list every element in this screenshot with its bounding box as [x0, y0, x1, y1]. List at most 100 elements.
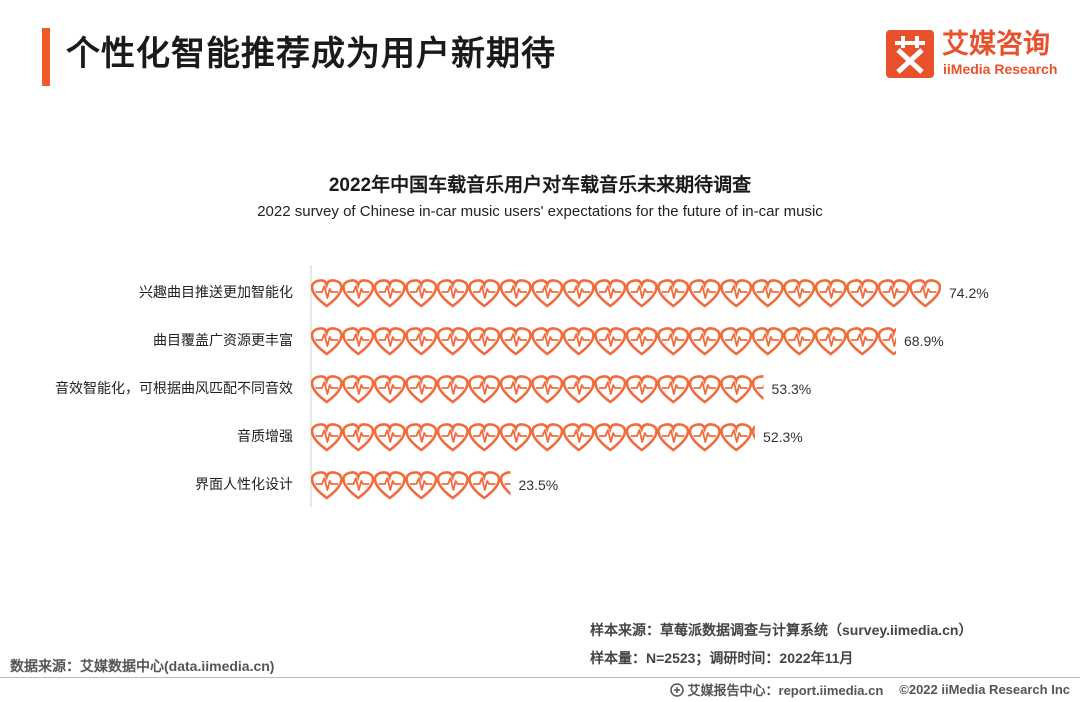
- pulse-line: [599, 429, 622, 443]
- category-label: 曲目覆盖广资源更丰富: [153, 332, 293, 348]
- pulse-line: [315, 429, 338, 443]
- heart-icon: [311, 279, 343, 308]
- pulse-line: [788, 333, 811, 347]
- heart-icon: [846, 279, 879, 308]
- sample-source: 样本来源：草莓派数据调查与计算系统（survey.iimedia.cn）: [590, 622, 973, 638]
- bar: [311, 471, 511, 500]
- heart-icon: [468, 375, 501, 404]
- heart-icon: [562, 423, 595, 452]
- heart-icon: [499, 279, 532, 308]
- pulse-line: [882, 285, 905, 299]
- heart-icon: [657, 279, 690, 308]
- pulse-line: [630, 381, 653, 395]
- heart-icon: [342, 375, 375, 404]
- pulse-line: [473, 285, 496, 299]
- pulse-line: [441, 333, 464, 347]
- heart-icon: [625, 423, 658, 452]
- title-accent-bar: [42, 28, 50, 86]
- heart-icon: [625, 327, 658, 356]
- heart-icon: [720, 375, 753, 404]
- pulse-line: [882, 333, 896, 347]
- heart-icon: [846, 327, 879, 356]
- value-label: 52.3%: [763, 429, 803, 445]
- brand-logo: 艾媒咨询 iiMedia Research: [886, 28, 1058, 82]
- heart-icon: [342, 327, 375, 356]
- heart-icon: [751, 327, 784, 356]
- heart-icon: [373, 279, 406, 308]
- heart-icon: [499, 471, 511, 496]
- pulse-line: [630, 429, 653, 443]
- pulse-line: [410, 381, 433, 395]
- heart-icon: [311, 327, 343, 356]
- pulse-line: [504, 381, 527, 395]
- pulse-line: [378, 429, 401, 443]
- heart-icon: [342, 279, 375, 308]
- heart-icon: [562, 279, 595, 308]
- pulse-line: [473, 477, 496, 491]
- value-label: 74.2%: [949, 285, 989, 301]
- pulse-line: [662, 333, 685, 347]
- heart-icon: [405, 279, 438, 308]
- pulse-line: [725, 429, 748, 443]
- pulse-line: [473, 381, 496, 395]
- heart-icon: [468, 327, 501, 356]
- heart-icon: [342, 423, 375, 452]
- pulse-line: [473, 429, 496, 443]
- pulse-line: [441, 429, 464, 443]
- heart-icon: [373, 375, 406, 404]
- heart-icon: [751, 425, 756, 441]
- heart-icon: [499, 423, 532, 452]
- heart-icon: [657, 375, 690, 404]
- pulse-line: [725, 333, 748, 347]
- pulse-line: [630, 285, 653, 299]
- pulse-line: [536, 429, 559, 443]
- heart-icon: [468, 471, 501, 500]
- pulse-line: [347, 285, 370, 299]
- report-center-icon: [669, 682, 684, 697]
- pulse-line: [662, 285, 685, 299]
- data-source: 数据来源：艾媒数据中心(data.iimedia.cn): [10, 658, 275, 674]
- chart-subtitle: 2022 survey of Chinese in-car music user…: [257, 203, 823, 220]
- pulse-line: [441, 285, 464, 299]
- heart-icon: [688, 375, 721, 404]
- heart-icon: [562, 327, 595, 356]
- category-label: 界面人性化设计: [195, 476, 293, 492]
- pulse-line: [504, 429, 527, 443]
- heart-icon: [909, 279, 941, 308]
- pulse-line: [504, 333, 527, 347]
- pulse-line: [347, 477, 370, 491]
- pulse-line: [819, 333, 842, 347]
- bar: [311, 375, 764, 404]
- heart-icon: [594, 279, 627, 308]
- pulse-line: [378, 285, 401, 299]
- page-title: 个性化智能推荐成为用户新期待: [66, 35, 556, 73]
- footer-copyright: 艾媒报告中心：report.iimedia.cn ©2022 iiMedia R…: [669, 680, 1070, 699]
- logo-text-en: iiMedia Research: [943, 61, 1058, 77]
- heart-icon: [877, 327, 896, 356]
- heart-icon: [594, 327, 627, 356]
- pulse-line: [378, 477, 401, 491]
- heart-icon: [342, 471, 375, 500]
- heart-icon: [531, 423, 564, 452]
- category-label: 兴趣曲目推送更加智能化: [139, 284, 293, 300]
- pulse-line: [693, 333, 716, 347]
- heart-icon: [594, 375, 627, 404]
- copyright-text: ©2022 iiMedia Research Inc: [899, 682, 1070, 697]
- pulse-line: [599, 285, 622, 299]
- pulse-line: [756, 285, 779, 299]
- pulse-line: [441, 477, 464, 491]
- bar: [311, 279, 941, 308]
- pulse-line: [599, 381, 622, 395]
- pulse-line: [536, 333, 559, 347]
- heart-icon: [405, 423, 438, 452]
- pulse-line: [725, 285, 748, 299]
- pulse-line: [756, 333, 779, 347]
- heart-icon: [625, 375, 658, 404]
- pulse-line: [914, 285, 937, 299]
- sample-size: 样本量：N=2523；调研时间：2022年11月: [590, 650, 854, 666]
- pulse-line: [347, 381, 370, 395]
- value-label: 23.5%: [519, 477, 559, 493]
- pulse-line: [662, 429, 685, 443]
- report-center-link[interactable]: 艾媒报告中心：report.iimedia.cn: [687, 683, 884, 698]
- heart-icon: [373, 327, 406, 356]
